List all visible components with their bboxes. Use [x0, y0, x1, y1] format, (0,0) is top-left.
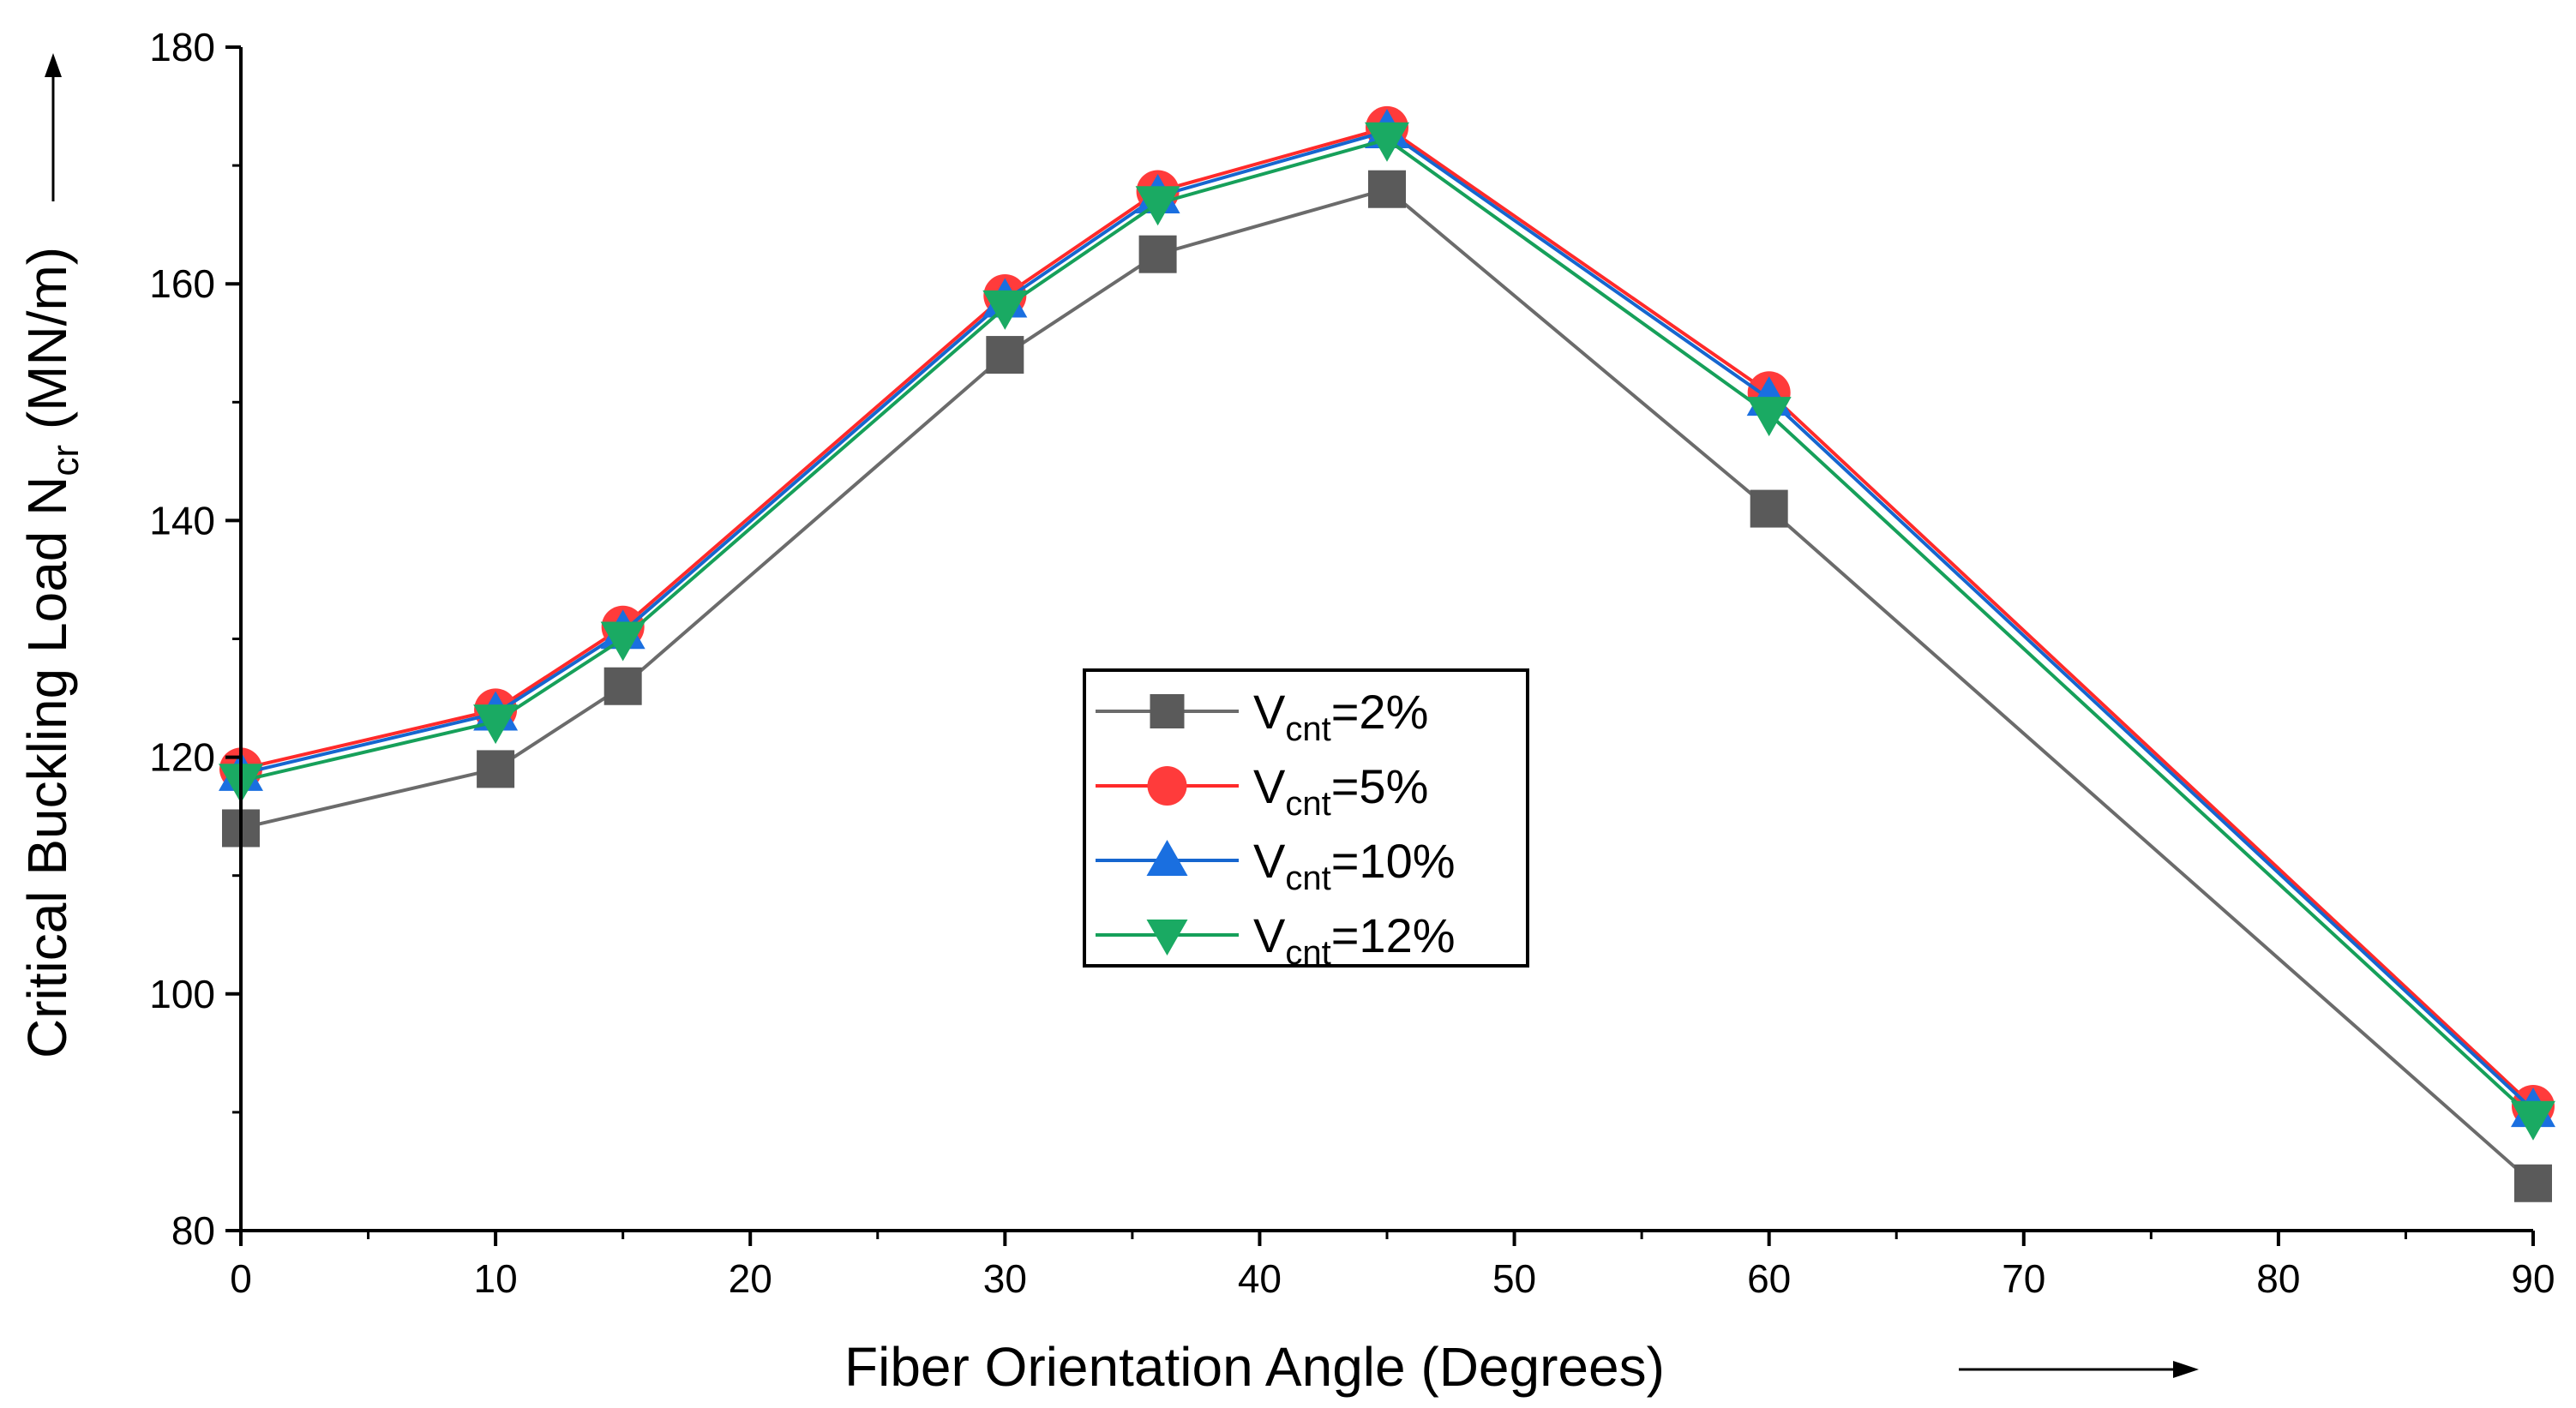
data-point	[1365, 122, 1409, 162]
legend-marker	[1146, 920, 1188, 956]
y-tick-label: 100	[149, 972, 215, 1016]
legend-marker	[1146, 840, 1188, 876]
data-point	[982, 290, 1028, 330]
legend-label: Vcnt=5%	[1253, 759, 1428, 823]
data-point	[1368, 170, 1406, 208]
x-tick-label: 30	[983, 1256, 1027, 1301]
series-line	[240, 129, 2535, 1111]
series-line	[240, 137, 2535, 1120]
data-point	[986, 336, 1024, 374]
legend-label: Vcnt=2%	[1253, 685, 1428, 748]
x-tick-label: 50	[1492, 1256, 1536, 1301]
series-line	[240, 187, 2535, 1185]
legend-item-3: Vcnt=10%	[1096, 834, 1456, 897]
y-axis-title-unit: (MN/m)	[16, 247, 78, 445]
x-tick-label: 80	[2256, 1256, 2300, 1301]
x-tick-label: 70	[2002, 1256, 2045, 1301]
y-tick-label: 140	[149, 498, 215, 542]
legend-label: Vcnt=10%	[1253, 834, 1456, 897]
y-axis-title: Critical Buckling Load Ncr (MN/m)	[16, 247, 87, 1058]
data-point	[1135, 186, 1180, 226]
x-axis-title: Fiber Orientation Angle (Degrees)	[844, 1336, 1665, 1398]
legend-label: Vcnt=12%	[1253, 908, 1456, 972]
series-3	[219, 109, 2555, 1128]
ticks: 0 10 20 30 40 50 60 70 80 90 80 100 120 140 160 180	[149, 25, 2555, 1301]
data-point	[2514, 1164, 2552, 1202]
data-point	[477, 750, 515, 788]
data-point	[1750, 489, 1788, 528]
legend-item-1: Vcnt=2%	[1096, 685, 1428, 748]
series-1	[222, 170, 2552, 1202]
data-point	[2511, 1100, 2555, 1141]
legend: Vcnt=2% Vcnt=5% Vcnt=10% Vcnt=12%	[1083, 668, 1529, 972]
series-4	[219, 122, 2555, 1141]
legend-marker	[1147, 766, 1187, 806]
x-tick-label: 40	[1238, 1256, 1282, 1301]
series-line	[240, 125, 2535, 1108]
y-tick-label: 180	[149, 25, 215, 69]
legend-marker	[1150, 694, 1185, 728]
data-point	[603, 667, 642, 705]
x-axis-arrow	[1959, 1361, 2199, 1378]
series-2	[219, 105, 2555, 1128]
svg-text:Critical Buckling Load Ncr (MN: Critical Buckling Load Ncr (MN/m)	[16, 247, 87, 1058]
series-layer	[219, 105, 2555, 1202]
x-tick-label: 0	[230, 1256, 252, 1301]
data-point	[473, 704, 519, 745]
legend-item-2: Vcnt=5%	[1096, 759, 1428, 823]
y-tick-label: 120	[149, 735, 215, 780]
legend-item-4: Vcnt=12%	[1096, 908, 1456, 972]
x-tick-label: 20	[729, 1256, 772, 1301]
x-tick-label: 10	[474, 1256, 518, 1301]
y-tick-label: 80	[171, 1208, 215, 1253]
data-point	[1746, 397, 1792, 437]
y-axis-title-subscript: cr	[45, 445, 87, 476]
y-axis-arrow	[45, 53, 62, 201]
x-tick-label: 90	[2511, 1256, 2555, 1301]
y-axis-title-main: Critical Buckling Load N	[16, 476, 78, 1058]
y-tick-label: 160	[149, 261, 215, 306]
data-point	[600, 621, 646, 662]
data-point	[1138, 235, 1177, 273]
x-tick-label: 60	[1747, 1256, 1791, 1301]
axes	[239, 47, 2533, 1232]
